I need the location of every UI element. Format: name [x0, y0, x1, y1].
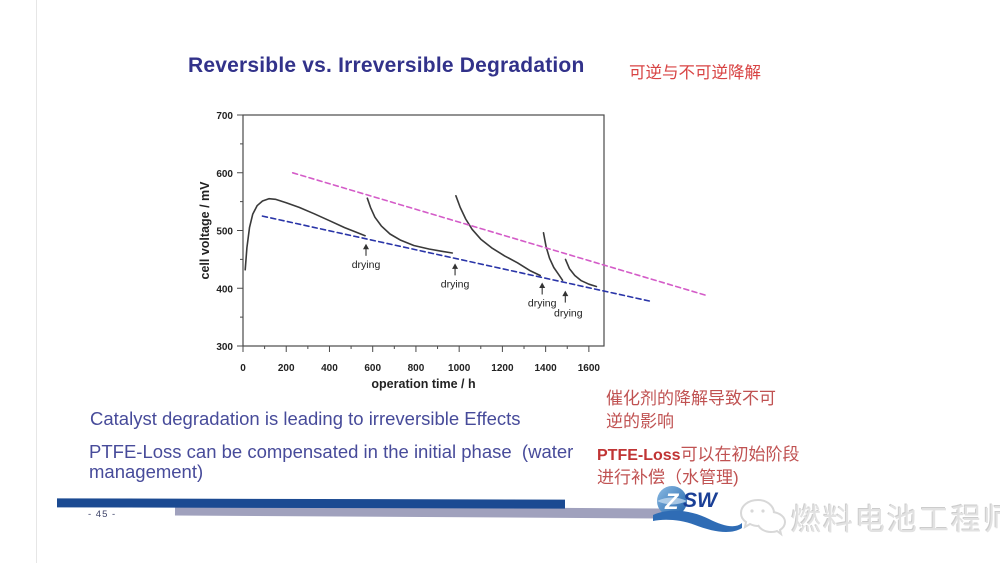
zsw-globe-band [657, 497, 687, 505]
wechat-watermark: 燃料电池工程师 [737, 496, 1000, 538]
y-tick-label: 600 [216, 169, 233, 180]
drying-label: drying [441, 278, 470, 290]
drying-arrow-icon [539, 282, 546, 289]
body-text-catalyst: Catalyst degradation is leading to irrev… [90, 408, 521, 429]
voltage-run-2-after-drying [366, 197, 454, 254]
wechat-icon [739, 498, 787, 537]
x-tick-label: 400 [321, 363, 338, 374]
drying-label: drying [554, 308, 583, 320]
voltage-run-5-after-drying [564, 258, 598, 288]
voltage-run-1 [244, 197, 366, 271]
footer-bar-blue [56, 498, 566, 509]
x-tick-label: 1600 [578, 363, 601, 374]
ptfe-loss-chinese: 可以在初始阶段 进行补偿（水管理) [597, 445, 800, 487]
x-tick-label: 200 [278, 363, 295, 374]
zsw-wave-icon [653, 510, 742, 532]
x-tick-label: 800 [408, 363, 425, 374]
voltage-run-3-after-drying [455, 195, 542, 277]
x-tick-label: 0 [240, 363, 246, 374]
plot-frame [242, 114, 605, 347]
x-tick-label: 1000 [448, 363, 471, 374]
zsw-logo-sw: SW [683, 489, 719, 512]
drying-arrow-icon [562, 290, 569, 297]
x-tick-label: 1400 [535, 363, 558, 374]
x-tick-label: 600 [364, 363, 381, 374]
body-text-ptfe: PTFE-Loss can be compensated in the init… [89, 441, 574, 482]
watermark-text: 燃料电池工程师 [791, 504, 1000, 537]
y-axis-title: cell voltage / mV [198, 181, 212, 280]
drying-arrow-icon [362, 243, 369, 250]
slide-left-edge-line [36, 0, 37, 563]
y-tick-label: 500 [216, 227, 233, 238]
body-text-chinese-ptfe: PTFE-Loss可以在初始阶段 进行补偿（水管理) [597, 444, 800, 489]
x-axis-title: operation time / h [371, 377, 475, 391]
drying-arrow-icon [452, 263, 459, 269]
body-text-chinese-catalyst: 催化剂的降解导致不可 逆的影响 [606, 389, 776, 431]
reversible-degradation-trend [291, 172, 707, 296]
y-tick-label: 300 [216, 342, 233, 353]
drying-label: drying [528, 298, 557, 310]
slide-title: Reversible vs. Irreversible Degradation [188, 54, 585, 77]
drying-label: drying [352, 259, 381, 271]
x-tick-label: 1200 [491, 363, 514, 374]
slide-title-chinese: 可逆与不可逆降解 [629, 64, 761, 82]
y-tick-label: 400 [216, 284, 233, 295]
cell-voltage-vs-time-plot: 0 200 400 600 800 1000 1200 1400 1600 300 400 500 60… [198, 111, 707, 391]
degradation-chart: 0 200 400 600 800 1000 1200 1400 1600 300 400 500 60… [195, 100, 715, 400]
y-tick-label: 700 [216, 111, 233, 122]
page-number: - 45 - [88, 509, 117, 520]
zsw-logo-z: Z [664, 489, 680, 514]
zsw-logo: Z SW [653, 486, 742, 532]
ptfe-loss-label: PTFE-Loss [597, 447, 681, 464]
voltage-run-4-after-drying [542, 232, 564, 281]
irreversible-degradation-trend [261, 215, 653, 303]
